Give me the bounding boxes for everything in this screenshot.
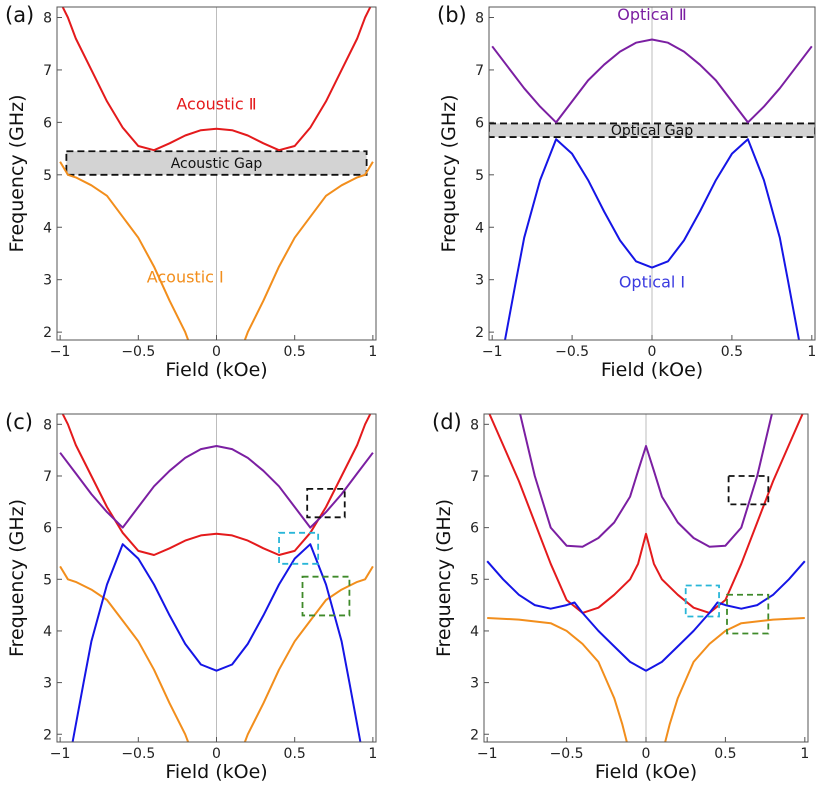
- panel-label: (a): [5, 3, 34, 27]
- x-tick-label: −0.5: [121, 344, 155, 360]
- x-tick-label: 0.5: [284, 344, 306, 360]
- series-line-acoustic-i: [487, 617, 805, 742]
- gap-box: [489, 122, 815, 138]
- y-tick-label: 8: [475, 10, 484, 26]
- x-tick-label: 1: [800, 746, 809, 762]
- y-axis-label: Frequency (GHz): [6, 94, 28, 252]
- y-tick-label: 7: [43, 63, 52, 79]
- series-line-optical-i: [504, 138, 800, 340]
- series-line-acoustic-i: [59, 161, 374, 340]
- panel-label: (c): [5, 410, 33, 434]
- y-tick-label: 6: [470, 521, 479, 537]
- y-tick-label: 4: [470, 624, 479, 640]
- x-tick-label: 0: [642, 746, 651, 762]
- dashed-box: [278, 531, 320, 565]
- x-tick-label: −1: [477, 746, 498, 762]
- x-axis-label: Field (kOe): [595, 761, 697, 783]
- y-tick-label: 2: [43, 325, 52, 341]
- y-tick-label: 2: [43, 727, 52, 743]
- chart-panel-4: −1 −0.5 0 0.5 1 2 3 4 5 6 7 8 Field (kOe) Frequency (…: [432, 410, 809, 783]
- x-tick-label: −1: [50, 746, 71, 762]
- x-tick-label: 0.5: [721, 344, 743, 360]
- x-tick-label: 0: [212, 746, 221, 762]
- y-tick-label: 6: [43, 521, 52, 537]
- x-axis-label: Field (kOe): [165, 761, 267, 783]
- y-axis-label: Frequency (GHz): [6, 499, 28, 657]
- gap-label: Optical Gap: [611, 123, 693, 139]
- x-tick-label: 1: [807, 344, 816, 360]
- x-tick-label: 0.5: [714, 746, 736, 762]
- series-line-acoustic-ii: [488, 414, 804, 614]
- y-tick-label: 2: [475, 325, 484, 341]
- y-tick-label: 4: [475, 220, 484, 236]
- y-tick-label: 5: [470, 572, 479, 588]
- series-annotation: Acoustic Ⅱ: [176, 94, 256, 113]
- x-tick-label: 1: [368, 344, 377, 360]
- x-axis-label: Field (kOe): [601, 359, 703, 381]
- y-tick-label: 2: [470, 727, 479, 743]
- y-tick-label: 5: [475, 168, 484, 184]
- y-tick-label: 5: [43, 572, 52, 588]
- y-tick-label: 7: [43, 469, 52, 485]
- y-axis-label: Frequency (GHz): [433, 499, 455, 657]
- series-annotation: Acoustic Ⅰ: [147, 267, 224, 286]
- x-tick-label: 0: [648, 344, 657, 360]
- dashed-box: [727, 475, 770, 506]
- y-tick-label: 3: [43, 273, 52, 289]
- y-tick-label: 7: [475, 63, 484, 79]
- x-axis-label: Field (kOe): [165, 359, 267, 381]
- y-tick-label: 3: [470, 676, 479, 692]
- y-tick-label: 7: [470, 469, 479, 485]
- y-tick-label: 3: [475, 273, 484, 289]
- series-line-acoustic-ii: [61, 7, 372, 152]
- x-tick-label: −1: [50, 344, 71, 360]
- panel-label: (b): [437, 3, 467, 27]
- series-line-optical-i: [71, 543, 362, 742]
- chart-panel-3: −1 −0.5 0 0.5 1 2 3 4 5 6 7 8 Field (kOe) Frequency (…: [5, 410, 377, 783]
- panel-label: (d): [432, 410, 462, 434]
- series-line-acoustic-i: [59, 565, 374, 742]
- y-axis-label: Frequency (GHz): [438, 94, 460, 252]
- x-tick-label: −0.5: [550, 746, 584, 762]
- x-tick-label: 1: [368, 746, 377, 762]
- chart-panel-1: Acoustic Gap Acoustic Ⅱ Acoustic Ⅰ −1 −0.5 0 0…: [5, 3, 377, 381]
- y-tick-label: 6: [43, 115, 52, 131]
- series-annotation: Optical Ⅱ: [617, 5, 686, 24]
- dashed-box: [301, 575, 351, 617]
- y-tick-label: 3: [43, 676, 52, 692]
- y-tick-label: 8: [43, 417, 52, 433]
- chart-panel-2: Optical Gap Optical Ⅱ Optical Ⅰ −1 −0.5 0 0.5 1…: [437, 3, 816, 381]
- gap-label: Acoustic Gap: [171, 156, 263, 172]
- series-line-optical-ii: [491, 38, 813, 124]
- y-tick-label: 4: [43, 220, 52, 236]
- dashed-box: [306, 487, 346, 519]
- y-tick-label: 8: [470, 417, 479, 433]
- y-tick-label: 8: [43, 10, 52, 26]
- series-line-acoustic-ii: [61, 414, 372, 556]
- y-tick-label: 4: [43, 624, 52, 640]
- y-tick-label: 6: [475, 115, 484, 131]
- dashed-box: [726, 593, 770, 635]
- series-line-optical-ii: [59, 445, 374, 529]
- x-tick-label: 0.5: [284, 746, 306, 762]
- gap-box: [65, 150, 368, 176]
- x-tick-label: −0.5: [555, 344, 589, 360]
- x-tick-label: 0: [212, 344, 221, 360]
- x-tick-label: −1: [482, 344, 503, 360]
- series-annotation: Optical Ⅰ: [619, 273, 685, 292]
- x-tick-label: −0.5: [121, 746, 155, 762]
- series-line-optical-i: [486, 560, 806, 672]
- y-tick-label: 5: [43, 168, 52, 184]
- series-line-optical-ii: [519, 414, 773, 548]
- dashed-box: [684, 584, 720, 618]
